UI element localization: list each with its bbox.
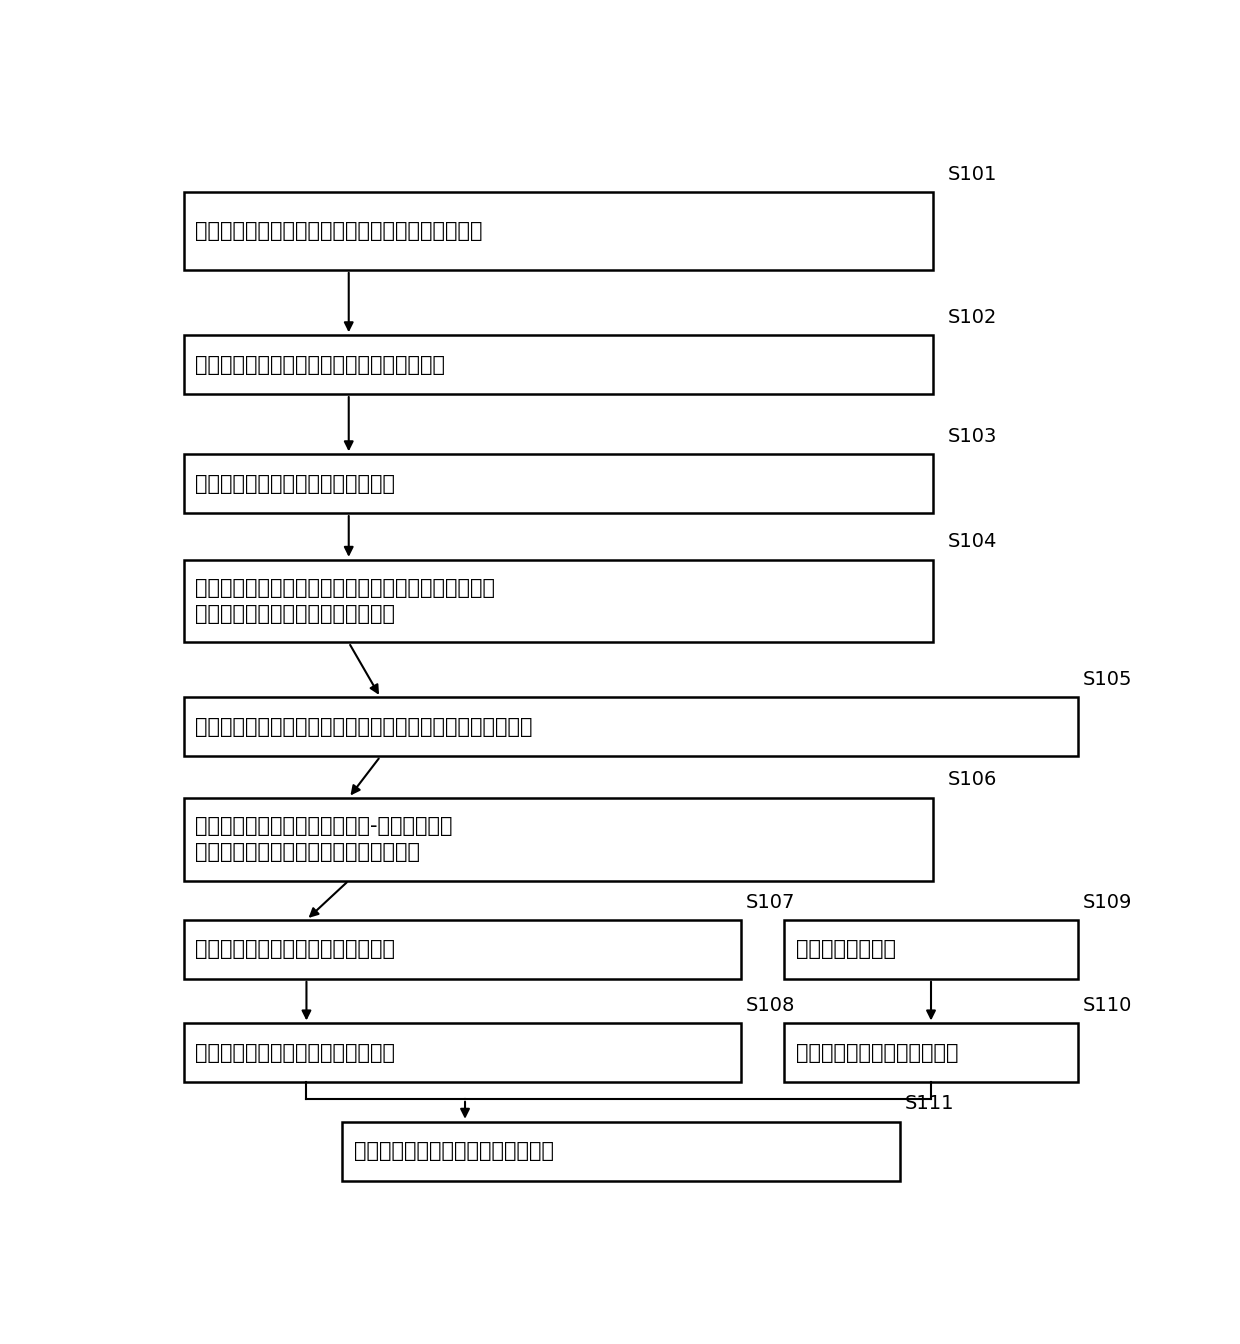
Bar (184, 192, 934, 270)
Bar (184, 454, 934, 513)
Text: S111: S111 (904, 1094, 954, 1113)
Text: S108: S108 (746, 996, 795, 1015)
Bar (184, 559, 934, 642)
Text: 确定不同期次天然气包裹体捕获深度: 确定不同期次天然气包裹体捕获深度 (196, 1043, 396, 1063)
Bar (785, 919, 1078, 978)
Text: S106: S106 (947, 770, 997, 789)
Text: S110: S110 (1083, 996, 1132, 1015)
Bar (184, 335, 934, 394)
Bar (184, 919, 742, 978)
Text: S101: S101 (947, 165, 997, 184)
Bar (785, 1023, 1078, 1082)
Text: 确定不同期次天然气包裹体捕获压力: 确定不同期次天然气包裹体捕获压力 (196, 939, 396, 960)
Text: 将天然气包裹体划分为不同捕获期次: 将天然气包裹体划分为不同捕获期次 (196, 473, 396, 493)
Text: 重构单井埋藏史图: 重构单井埋藏史图 (796, 939, 897, 960)
Text: 采集岩芯和岩屑样品，制作流体包裹体双面剖光薄片: 采集岩芯和岩屑样品，制作流体包裹体双面剖光薄片 (196, 222, 482, 241)
Bar (342, 1122, 900, 1180)
Text: 获取包裹体样品深度埋藏曲线: 获取包裹体样品深度埋藏曲线 (796, 1043, 959, 1063)
Text: 计算不同期次天然气包裹体压力-温度相图以及
天然气包裹体均一温度对应温度点等容线: 计算不同期次天然气包裹体压力-温度相图以及 天然气包裹体均一温度对应温度点等容线 (196, 816, 453, 863)
Text: S107: S107 (746, 892, 795, 911)
Text: S105: S105 (1083, 671, 1132, 689)
Text: 确定天然气包裹体类型、产状和捕获相对序次: 确定天然气包裹体类型、产状和捕获相对序次 (196, 355, 445, 375)
Text: S103: S103 (947, 427, 997, 446)
Text: 测定不同捕获期次天然气包裹体的均一温度及与天然气
包裹体同期的盐水包裹体的均一温度: 测定不同捕获期次天然气包裹体的均一温度及与天然气 包裹体同期的盐水包裹体的均一温… (196, 578, 495, 625)
Text: S104: S104 (947, 532, 997, 551)
Text: 确定不同期次天然气包裹体捕获时期: 确定不同期次天然气包裹体捕获时期 (353, 1141, 554, 1161)
Bar (184, 798, 934, 880)
Text: 不同期次天然气包裹体激光拉曼光谱测定定量确定天然气组分: 不同期次天然气包裹体激光拉曼光谱测定定量确定天然气组分 (196, 716, 533, 737)
Text: S102: S102 (947, 308, 997, 327)
Bar (184, 698, 1078, 757)
Bar (184, 1023, 742, 1082)
Text: S109: S109 (1083, 892, 1132, 911)
